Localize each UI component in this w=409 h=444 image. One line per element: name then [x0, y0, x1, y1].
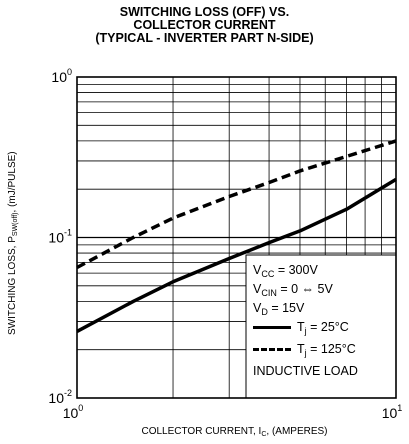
legend-vcc: VCC = 300V	[253, 263, 318, 279]
legend-vcc-main: V	[253, 263, 262, 277]
legend-t25-main: T	[297, 320, 305, 334]
legend-inductive-load: INDUCTIVE LOAD	[253, 364, 358, 378]
legend-solid-line-symbol	[253, 326, 291, 330]
x-axis-title-post: , (AMPERES)	[266, 426, 328, 437]
y-tick-label: 10-1	[48, 228, 72, 246]
chart-title-line-1: SWITCHING LOSS (OFF) VS.	[119, 5, 290, 19]
legend-t125-main: T	[297, 342, 305, 356]
legend-vcin-rest: = 0 ⇔ 5V	[276, 282, 333, 296]
y-axis-title-post: , (mJ/PULSE)	[7, 151, 18, 213]
legend-vcin: VCIN = 0 ⇔ 5V	[253, 282, 333, 298]
x-axis-title: COLLECTOR CURRENT, IC, (AMPERES)	[0, 426, 409, 438]
x-axis-title-pre: COLLECTOR CURRENT, I	[141, 426, 262, 437]
series-line-25c	[76, 177, 397, 333]
legend-vcin-sub: CIN	[261, 288, 277, 298]
x-tick-label: 101	[382, 403, 403, 421]
legend-series-125c: Tj = 125°C	[253, 342, 356, 358]
legend-series-25c: Tj = 25°C	[253, 320, 349, 336]
legend-vcin-main: V	[253, 282, 262, 296]
legend-vd-rest: = 15V	[267, 301, 305, 315]
plot-frame	[76, 76, 397, 399]
legend-t25-sub: j	[304, 326, 307, 336]
legend-vd-sub: D	[261, 307, 268, 317]
legend-t25-rest: = 25°C	[306, 320, 349, 334]
x-axis-title-sub: C	[261, 431, 267, 438]
chart-title-line-3: (TYPICAL - INVERTER PART N-SIDE)	[95, 31, 314, 45]
legend-t125-rest: = 125°C	[306, 342, 356, 356]
y-tick-label: 100	[51, 67, 72, 85]
legend-t125-sub: j	[304, 348, 307, 358]
x-tick-label: 100	[63, 403, 84, 421]
legend-vd: VD = 15V	[253, 301, 304, 317]
series-line-125c	[76, 139, 397, 270]
legend-vcc-rest: = 300V	[274, 263, 318, 277]
chart-title-line-2: COLLECTOR CURRENT	[133, 18, 276, 32]
legend-vd-main: V	[253, 301, 262, 315]
legend-dashed-line-symbol	[253, 348, 291, 352]
y-axis-title-pre: SWITCHING LOSS, P	[7, 236, 18, 335]
legend-vcc-sub: CC	[261, 269, 275, 279]
y-axis-title-sub: SW(off)	[12, 212, 19, 237]
y-tick-label: 10-2	[48, 388, 72, 406]
y-axis-title: SWITCHING LOSS, PSW(off), (mJ/PULSE)	[7, 151, 19, 335]
